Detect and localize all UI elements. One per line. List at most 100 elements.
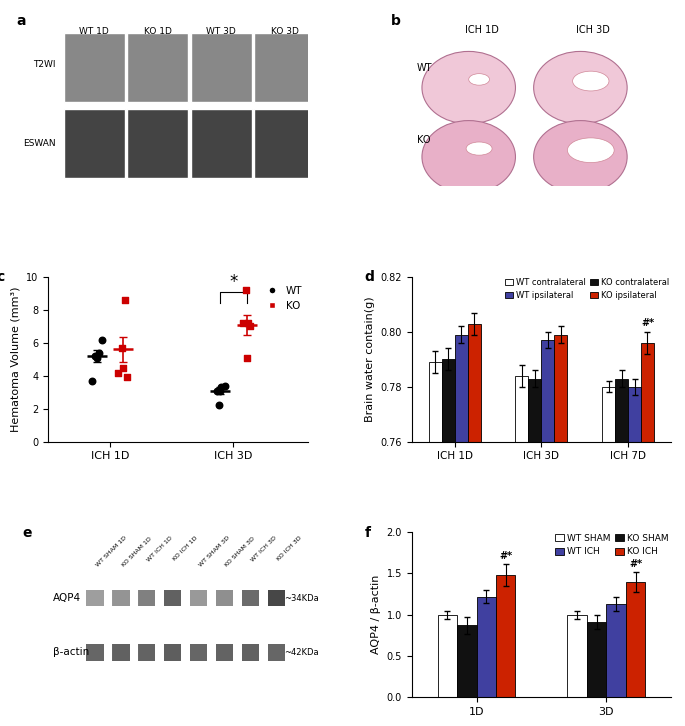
Bar (455, 335, 468, 441)
Bar (567, 615, 587, 697)
Point (238, 317, 249, 329)
Text: WT ICH 3D: WT ICH 3D (251, 536, 278, 563)
Bar (468, 324, 481, 441)
Ellipse shape (469, 73, 490, 85)
Text: ICH 3D: ICH 3D (577, 25, 610, 35)
Point (97, 334, 108, 346)
Text: *: * (229, 272, 238, 290)
Point (216, 382, 227, 393)
Bar (242, 590, 260, 606)
FancyBboxPatch shape (64, 109, 125, 178)
Text: c: c (0, 271, 4, 285)
Y-axis label: Hematoma Volume (mm³): Hematoma Volume (mm³) (10, 287, 21, 432)
Text: WT 3D: WT 3D (206, 27, 236, 36)
Point (213, 400, 224, 412)
Bar (138, 590, 155, 606)
Text: WT: WT (416, 63, 432, 73)
Bar (190, 644, 208, 661)
Bar (587, 622, 606, 697)
Text: KO ICH 3D: KO ICH 3D (277, 536, 303, 562)
Bar (190, 590, 208, 606)
Bar (602, 387, 615, 441)
Text: AQP4: AQP4 (53, 593, 82, 603)
Bar (477, 597, 496, 697)
Bar (628, 387, 641, 441)
Bar (268, 590, 286, 606)
Point (113, 367, 124, 378)
Ellipse shape (422, 52, 515, 124)
Bar (429, 362, 442, 441)
Text: ~34KDa: ~34KDa (284, 594, 319, 603)
Text: WT SHAM 3D: WT SHAM 3D (199, 536, 232, 568)
Bar (457, 625, 477, 697)
Y-axis label: Brain water contain(g): Brain water contain(g) (365, 296, 375, 423)
Point (244, 321, 255, 333)
Point (242, 317, 253, 329)
Ellipse shape (422, 121, 515, 193)
Text: b: b (390, 14, 401, 28)
Bar (216, 590, 234, 606)
Bar (515, 376, 528, 441)
FancyBboxPatch shape (191, 33, 252, 102)
Bar (615, 378, 628, 441)
Y-axis label: AQP4 / β-actin: AQP4 / β-actin (371, 575, 381, 654)
Text: KO SHAM 1D: KO SHAM 1D (121, 536, 152, 567)
Bar (86, 590, 103, 606)
Bar (268, 644, 286, 661)
Point (242, 352, 253, 364)
Bar (242, 644, 260, 661)
Point (87, 375, 98, 386)
Text: WT SHAM 1D: WT SHAM 1D (95, 536, 127, 568)
Bar (626, 582, 645, 697)
Bar (164, 590, 182, 606)
Text: ICH 1D: ICH 1D (464, 25, 499, 35)
FancyBboxPatch shape (127, 109, 188, 178)
Text: #*: #* (499, 551, 512, 561)
Text: β-actin: β-actin (53, 648, 90, 658)
FancyBboxPatch shape (64, 33, 125, 102)
Point (118, 362, 129, 373)
Text: KO ICH 1D: KO ICH 1D (173, 536, 199, 562)
Point (240, 285, 251, 296)
Text: #*: #* (641, 318, 654, 328)
Bar (112, 590, 129, 606)
Legend: WT contralateral, WT ipsilateral, KO contralateral, KO ipsilateral: WT contralateral, WT ipsilateral, KO con… (501, 274, 673, 303)
Bar (528, 378, 541, 441)
Point (92, 352, 103, 364)
Bar (438, 615, 457, 697)
Point (119, 294, 130, 306)
FancyBboxPatch shape (127, 33, 188, 102)
Point (122, 372, 133, 383)
Bar (541, 340, 554, 441)
Legend: WT, KO: WT, KO (262, 285, 303, 311)
Text: d: d (365, 271, 375, 285)
Ellipse shape (534, 121, 627, 193)
Text: ESWAN: ESWAN (23, 139, 55, 148)
Text: KO 1D: KO 1D (144, 27, 172, 36)
Point (219, 380, 230, 391)
Point (214, 385, 225, 396)
Text: f: f (365, 526, 371, 539)
Ellipse shape (534, 52, 627, 124)
Bar (606, 604, 626, 697)
Bar (554, 335, 567, 441)
Ellipse shape (567, 138, 614, 163)
Ellipse shape (466, 142, 492, 155)
Bar (112, 644, 129, 661)
Bar (216, 644, 234, 661)
Ellipse shape (573, 71, 609, 91)
Point (116, 342, 127, 354)
Bar (641, 343, 654, 441)
Bar (442, 359, 455, 441)
Text: WT ICH 1D: WT ICH 1D (147, 536, 174, 563)
Bar (138, 644, 155, 661)
FancyBboxPatch shape (254, 109, 316, 178)
Bar (496, 575, 515, 697)
Text: #*: #* (629, 558, 642, 568)
Bar (164, 644, 182, 661)
Text: WT 1D: WT 1D (79, 27, 109, 36)
Text: e: e (22, 526, 32, 539)
Point (93, 347, 104, 359)
Point (212, 385, 223, 396)
FancyBboxPatch shape (191, 109, 252, 178)
